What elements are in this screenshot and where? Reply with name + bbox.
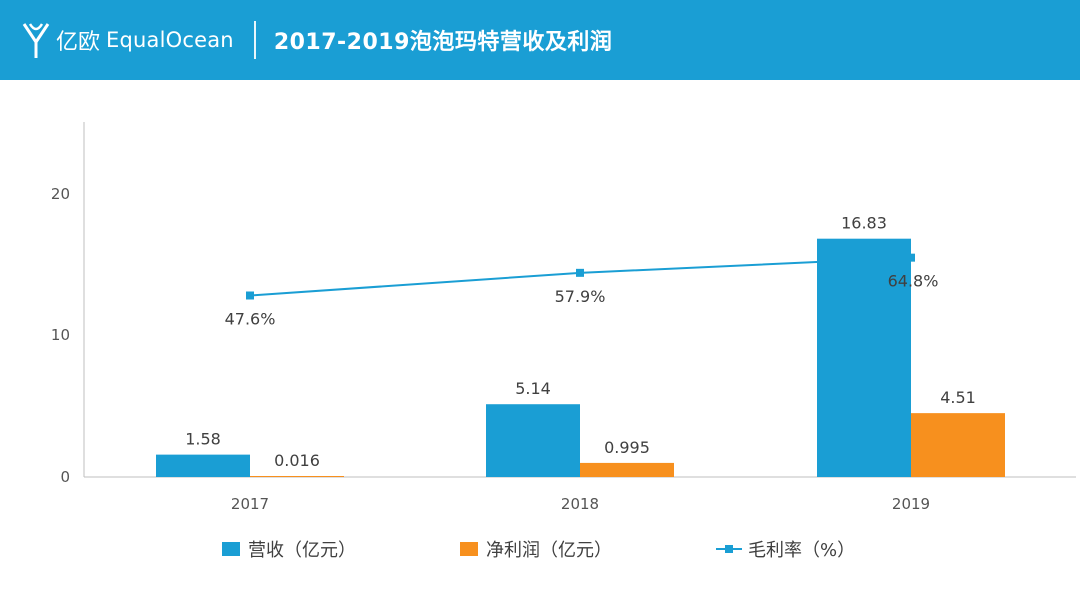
legend-marker-gross-margin [716, 542, 742, 556]
revenue-data-label: 1.58 [185, 430, 221, 449]
revenue-bar [486, 404, 580, 477]
page-title: 2017-2019泡泡玛特营收及利润 [273, 30, 613, 55]
net-profit-bar [250, 476, 344, 477]
x-tick-label: 2017 [231, 495, 269, 513]
legend-swatch-revenue [222, 542, 240, 556]
equalocean-logo-icon [22, 23, 50, 58]
header-divider [253, 21, 256, 59]
net-profit-data-label: 0.995 [604, 438, 650, 457]
y-tick-label: 10 [51, 326, 70, 344]
legend: 营收（亿元） 净利润（亿元） 毛利率（%） [0, 536, 1080, 566]
legend-swatch-net-profit [460, 542, 478, 556]
chart: 0 10 20 2017 2018 2019 1.58 5.14 16.83 0… [51, 122, 1076, 513]
x-tick-label: 2019 [892, 495, 930, 513]
net-profit-bar [580, 462, 674, 477]
legend-item-gross-margin: 毛利率（%） [716, 536, 855, 562]
legend-item-net-profit: 净利润（亿元） [460, 536, 612, 562]
gross-margin-point [907, 253, 915, 262]
gross-margin-point [246, 291, 254, 300]
legend-label-net-profit: 净利润（亿元） [486, 540, 612, 561]
gross-margin-data-label: 47.6% [225, 310, 276, 329]
net-profit-bar [911, 413, 1005, 477]
y-tick-label: 20 [51, 185, 70, 203]
x-tick-label: 2018 [561, 495, 599, 513]
gross-margin-point [576, 268, 584, 277]
legend-label-revenue: 营收（亿元） [248, 540, 356, 561]
gross-margin-data-label: 64.8% [888, 272, 939, 291]
logo-text-cn: 亿欧 [56, 30, 101, 55]
legend-item-revenue: 营收（亿元） [222, 536, 356, 562]
revenue-bar [156, 454, 250, 477]
header-bar: 亿欧 EqualOcean 2017-2019泡泡玛特营收及利润 [0, 0, 1080, 80]
legend-label-gross-margin: 毛利率（%） [748, 540, 856, 561]
revenue-data-label: 5.14 [515, 379, 551, 398]
gross-margin-data-label: 57.9% [555, 287, 606, 306]
net-profit-data-label: 4.51 [940, 388, 976, 407]
logo-text-en: EqualOcean [106, 28, 234, 52]
net-profit-data-label: 0.016 [274, 451, 320, 470]
y-tick-label: 0 [60, 468, 70, 486]
revenue-data-label: 16.83 [841, 214, 887, 233]
revenue-bar [817, 238, 911, 477]
logo: 亿欧 EqualOcean [22, 0, 234, 80]
